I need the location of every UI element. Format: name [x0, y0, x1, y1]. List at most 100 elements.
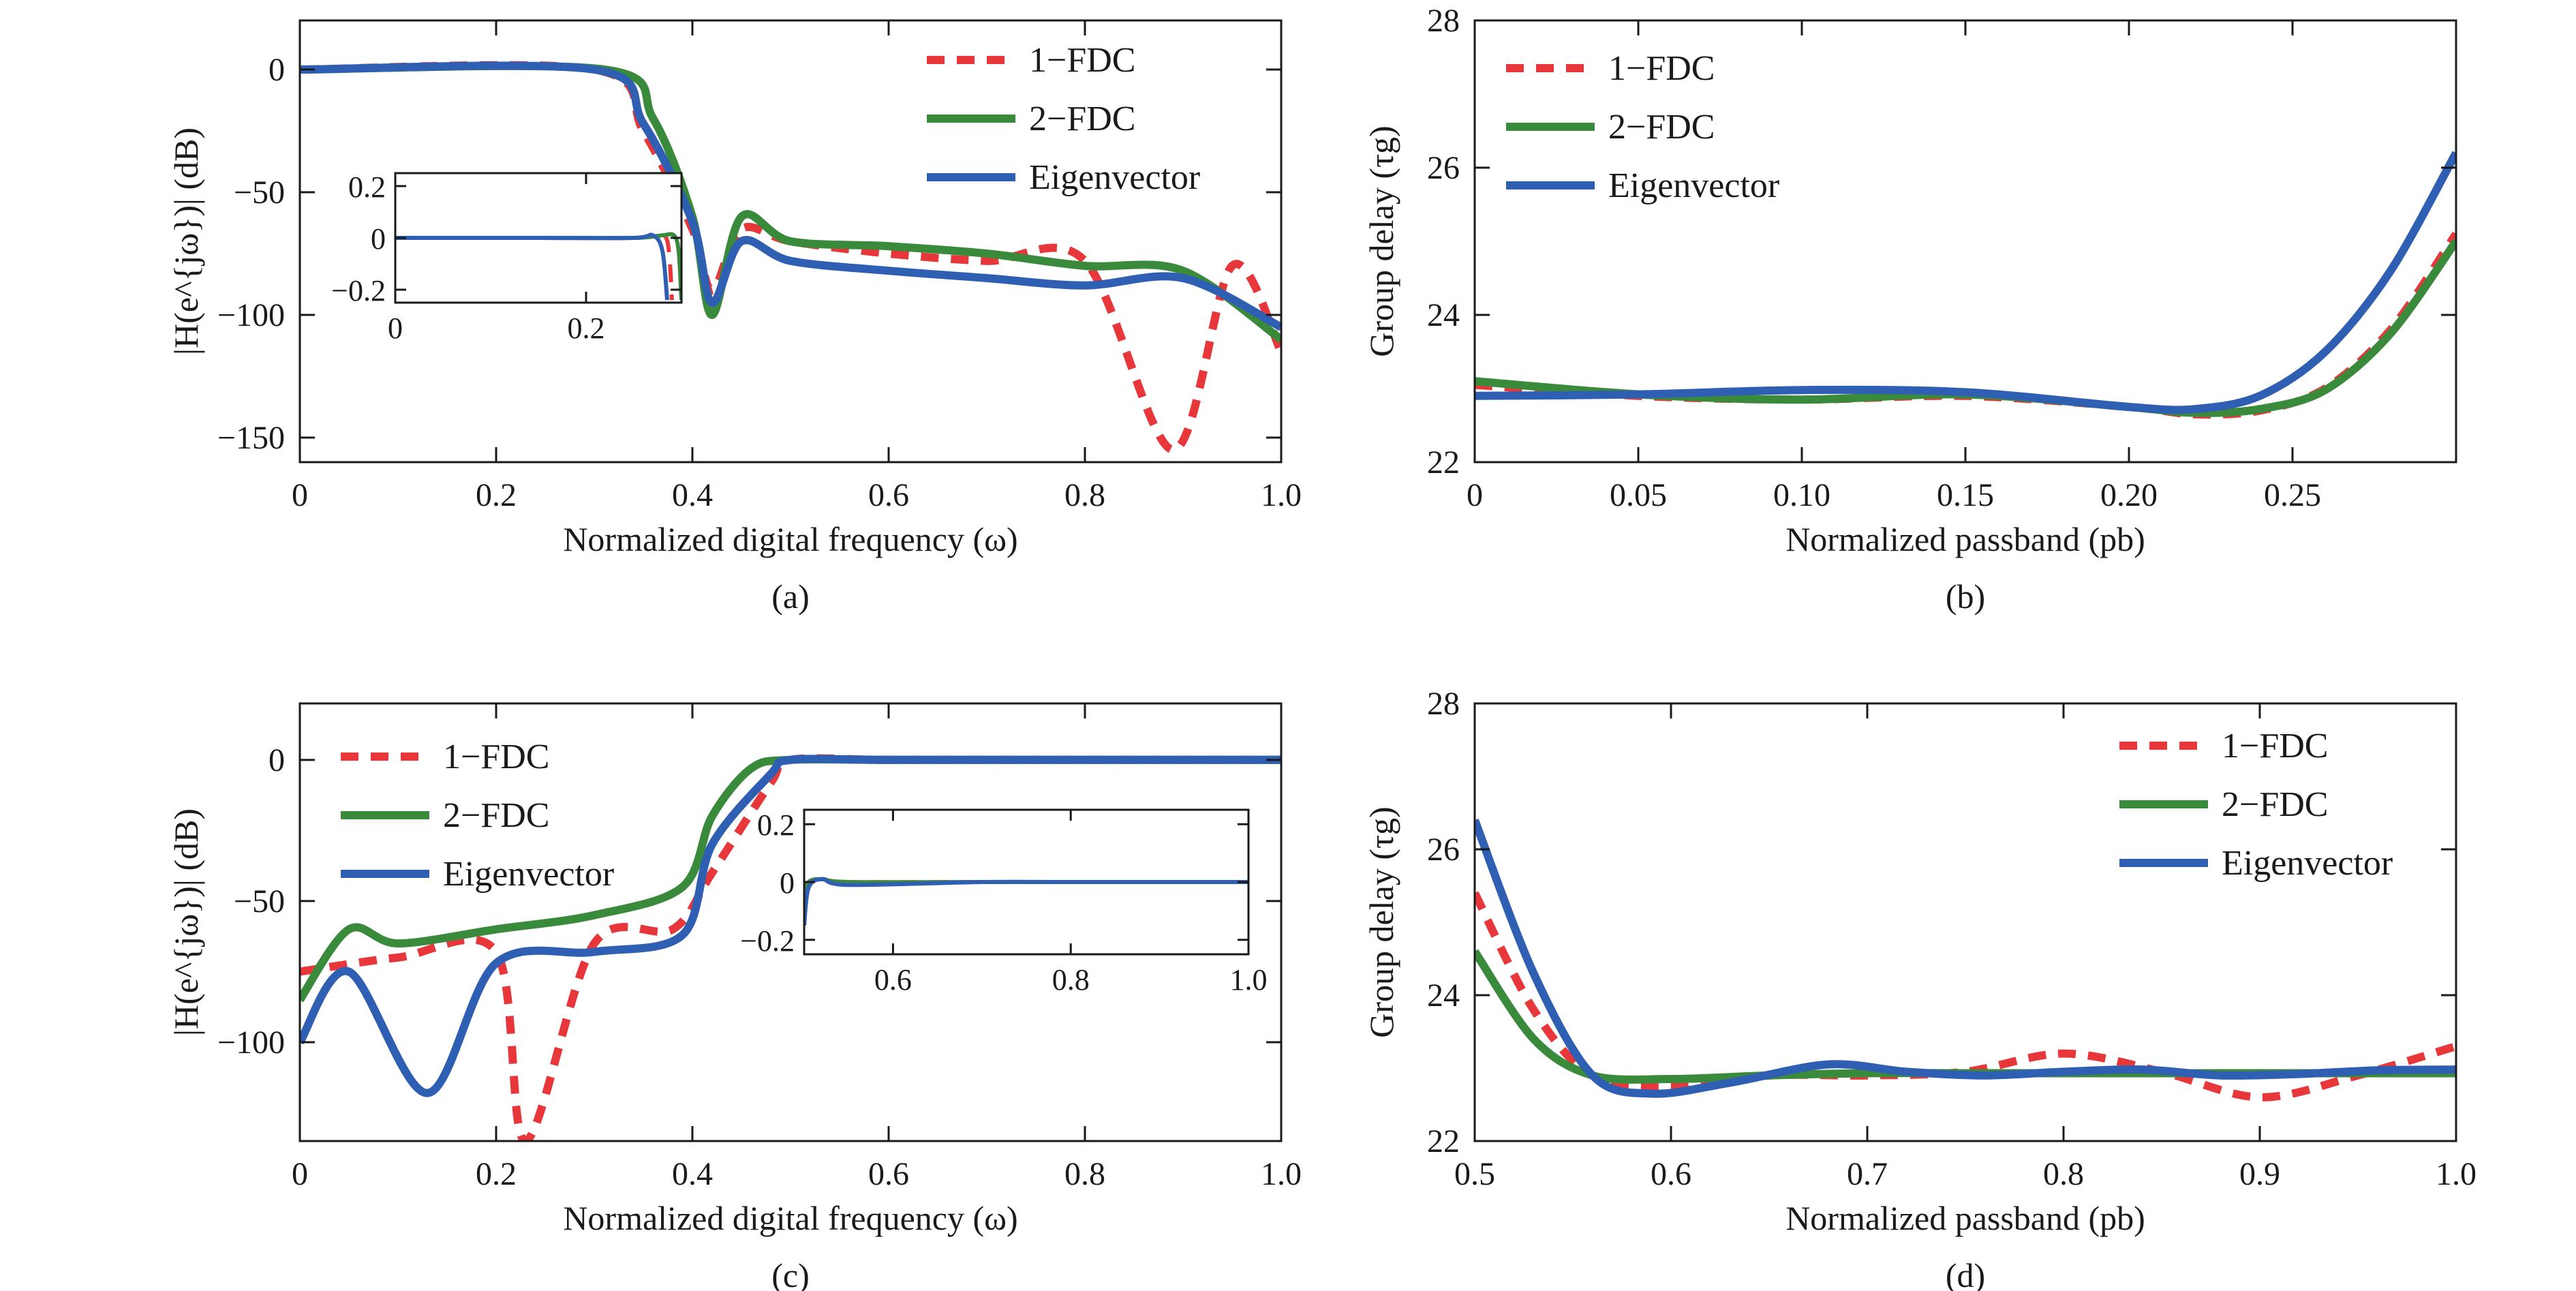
x-tick-label: 0.2 — [476, 477, 517, 513]
axes-frame — [298, 702, 1283, 1142]
y-tick-label: 0 — [269, 742, 285, 778]
x-tick-label: 1.0 — [1261, 477, 1302, 513]
legend-label-eigenvector: Eigenvector — [1608, 166, 1779, 205]
series-line-eigenvector — [300, 755, 1281, 1097]
x-tick-label: 0.8 — [2043, 1156, 2084, 1192]
y-tick-label: 28 — [1427, 686, 1460, 722]
legend-label-1-fdc: 1−FDC — [443, 738, 549, 776]
panel-a: 0 0.2 0.4 0.6 0.8 1.0 0 −50 −100 −150 Normalized d… — [167, 19, 1302, 616]
inset-x-tick-label: 0 — [388, 312, 403, 345]
inset-plot: 0.6 0.8 1.0 0.2 0 −0.2 — [740, 808, 1267, 997]
panel-b: 0 0.05 0.10 0.15 0.20 0.25 22 24 26 28 Normalized … — [1362, 3, 2457, 616]
y-tick-label: 22 — [1427, 1123, 1460, 1159]
x-tick-label: 0.15 — [1937, 477, 1994, 513]
y-tick-label: 26 — [1427, 150, 1460, 186]
series-line-eigenvector — [1475, 819, 2456, 1098]
x-tick-label: 0.8 — [1064, 1156, 1105, 1192]
y-tick-label: 0 — [269, 52, 285, 88]
legend-label-eigenvector: Eigenvector — [1029, 158, 1200, 197]
x-axis-title: Normalized passband (pb) — [1785, 1199, 2145, 1237]
x-tick-label: 0.2 — [476, 1156, 517, 1192]
legend-label-2-fdc: 2−FDC — [443, 796, 549, 835]
inset-y-tick-label: 0.2 — [757, 808, 795, 842]
x-axis-title: Normalized digital frequency (ω) — [563, 520, 1017, 558]
x-axis-title: Normalized passband (pb) — [1785, 520, 2145, 558]
panel-label: (d) — [1946, 1256, 1985, 1291]
legend-label-2-fdc: 2−FDC — [1608, 108, 1715, 147]
inset-x-tick-label: 0.8 — [1052, 963, 1090, 997]
x-tick-label: 0.8 — [1064, 477, 1105, 513]
panel-label: (c) — [771, 1256, 810, 1291]
x-tick-label: 0.4 — [672, 1156, 713, 1192]
inset-y-tick-label: 0 — [780, 866, 795, 900]
y-tick-label: 26 — [1427, 832, 1460, 868]
legend-label-1-fdc: 1−FDC — [1029, 41, 1135, 80]
inset-y-tick-label: −0.2 — [331, 274, 386, 307]
x-tick-label: 0.10 — [1773, 477, 1830, 513]
y-tick-label: 22 — [1427, 444, 1460, 481]
axes-frame — [298, 19, 1283, 464]
series-line-2-fdc — [1475, 239, 2456, 417]
x-tick-label: 0.6 — [868, 1156, 909, 1192]
series-line-1-fdc — [1475, 891, 2456, 1102]
y-tick-label: 24 — [1427, 297, 1460, 333]
inset-series-line-eigenvector — [395, 232, 669, 301]
y-tick-label: −150 — [217, 420, 285, 456]
legend-label-2-fdc: 2−FDC — [1029, 100, 1135, 138]
y-axis-title: Group delay (τg) — [1362, 125, 1400, 356]
x-tick-label: 0.9 — [2239, 1156, 2280, 1192]
y-tick-label: 28 — [1427, 3, 1460, 39]
legend-label-1-fdc: 1−FDC — [2222, 727, 2328, 765]
inset-x-tick-label: 0.2 — [568, 312, 605, 345]
axes-frame — [1473, 702, 2457, 1142]
series-line-1-fdc — [300, 61, 1281, 455]
legend: 1−FDC 2−FDC Eigenvector — [927, 41, 1200, 197]
inset-series-line-1-fdc — [395, 232, 674, 301]
legend: 1−FDC 2−FDC Eigenvector — [1506, 49, 1779, 205]
x-tick-label: 1.0 — [2436, 1156, 2477, 1192]
y-axis-title: Group delay (τg) — [1362, 806, 1400, 1037]
x-axis-title: Normalized digital frequency (ω) — [563, 1199, 1017, 1237]
legend-label-eigenvector: Eigenvector — [2222, 844, 2393, 883]
inset-y-tick-label: 0 — [371, 222, 386, 256]
x-tick-label: 0.25 — [2264, 477, 2321, 513]
x-tick-label: 0.20 — [2100, 477, 2158, 513]
y-tick-label: −100 — [217, 297, 285, 333]
inset-series-line-eigenvector — [804, 877, 1248, 926]
series-line-1-fdc — [300, 754, 1281, 1141]
x-tick-label: 1.0 — [1261, 1156, 1302, 1192]
panel-label: (b) — [1946, 577, 1985, 616]
panel-d: 0.5 0.6 0.7 0.8 0.9 1.0 22 24 26 28 Normalized pas… — [1362, 686, 2477, 1291]
x-tick-label: 0 — [292, 1156, 308, 1192]
panel-label: (a) — [771, 577, 810, 616]
series-line-2-fdc — [1475, 949, 2456, 1084]
legend: 1−FDC 2−FDC Eigenvector — [2119, 727, 2393, 883]
x-tick-label: 0 — [1467, 477, 1483, 513]
inset-y-tick-label: 0.2 — [348, 170, 386, 204]
legend: 1−FDC 2−FDC Eigenvector — [341, 738, 614, 894]
panel-c: 0 0.2 0.4 0.6 0.8 1.0 0 −50 −100 Normalized digit… — [167, 702, 1302, 1291]
y-tick-label: −100 — [217, 1024, 285, 1061]
inset-x-tick-label: 0.6 — [874, 963, 912, 997]
inset-plot: 0 0.20.20−0.2 — [331, 170, 683, 345]
series-line-1-fdc — [1475, 231, 2456, 419]
x-tick-label: 0.4 — [672, 477, 713, 513]
y-tick-label: −50 — [234, 174, 285, 211]
x-tick-label: 0.6 — [868, 477, 909, 513]
legend-label-eigenvector: Eigenvector — [443, 855, 614, 894]
inset-y-tick-label: −0.2 — [740, 924, 795, 958]
legend-label-2-fdc: 2−FDC — [2222, 785, 2328, 824]
y-tick-label: 24 — [1427, 977, 1460, 1014]
series-line-eigenvector — [300, 61, 1281, 331]
y-tick-label: −50 — [234, 883, 285, 920]
x-tick-label: 0.05 — [1610, 477, 1667, 513]
series-line-2-fdc — [300, 61, 1281, 343]
x-tick-label: 0.5 — [1454, 1156, 1495, 1192]
series-line-eigenvector — [1475, 151, 2456, 414]
x-tick-label: 0 — [292, 477, 308, 513]
x-tick-label: 0.7 — [1847, 1156, 1888, 1192]
y-axis-title: |H(e^{jω})| (dB) — [167, 808, 205, 1036]
x-tick-label: 0.6 — [1651, 1156, 1691, 1192]
inset-x-tick-label: 1.0 — [1230, 963, 1268, 997]
